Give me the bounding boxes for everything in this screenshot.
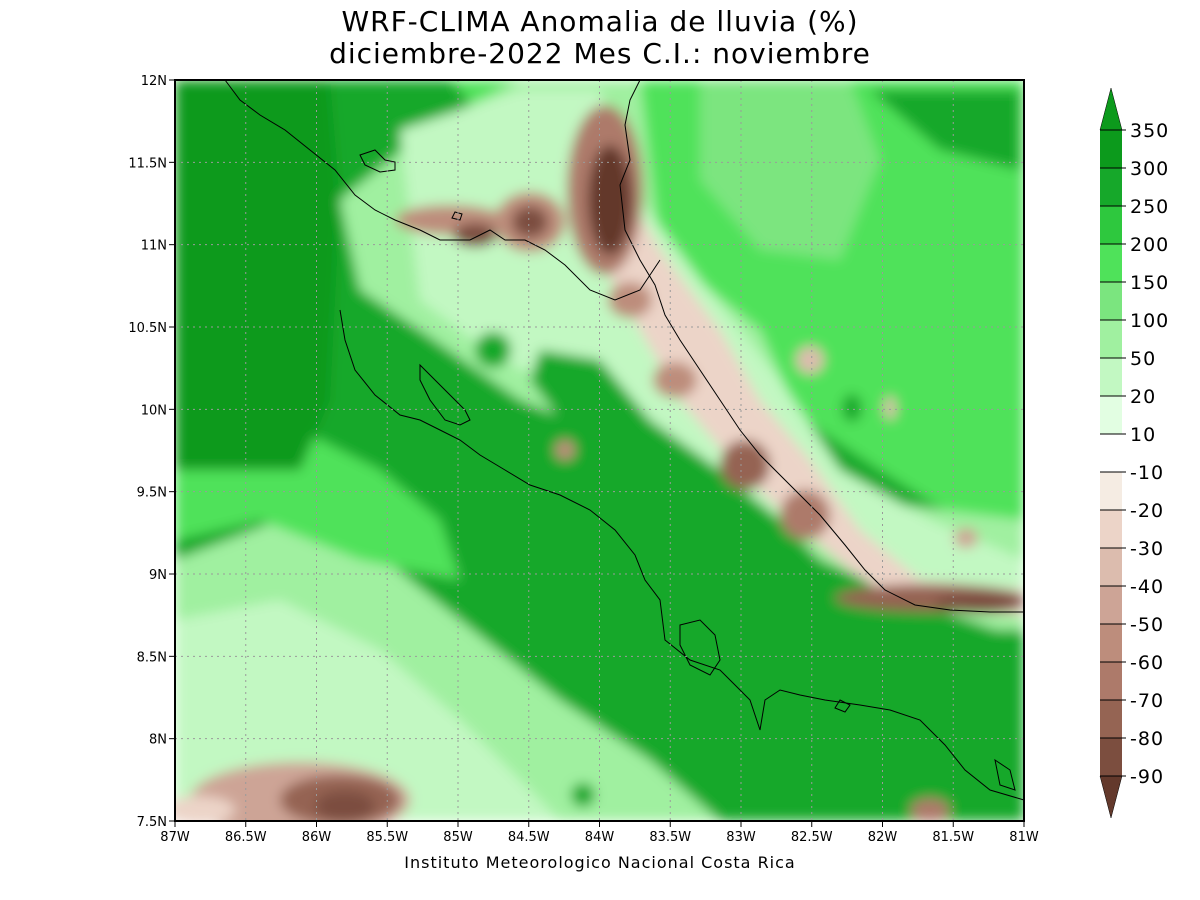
colorbar-legend: 350 300 250 200 150 100 50 20 10 -10 -20 -30 -40 -50 -… [1099,87,1169,819]
lon-tick-label: 86.5W [225,830,267,845]
colorbar-swatch [1100,738,1122,776]
lon-tick-label: 85.5W [366,830,408,845]
latitude-axis: 12N 11.5N 11N 10.5N 10N 9.5N 9N 8.5N 8N 7.5N [128,74,175,830]
colorbar-label: -90 [1130,766,1164,788]
colorbar-label: 150 [1130,272,1169,294]
lat-tick-label: 12N [141,74,167,89]
lon-tick-label: 81W [1009,830,1039,845]
rainfall-anomaly-field [175,80,1024,821]
colorbar-swatch [1100,320,1122,358]
longitude-axis: 87W 86.5W 86W 85.5W 85W 84.5W 84W 83.5W 83W 82.5W… [160,821,1039,845]
lon-tick-label: 83.5W [649,830,691,845]
colorbar-label: 100 [1130,310,1169,332]
colorbar-label: 250 [1130,196,1169,218]
colorbar-swatch [1100,244,1122,282]
colorbar-swatch [1100,130,1122,168]
colorbar-swatch [1100,662,1122,700]
colorbar-label: -80 [1130,728,1164,750]
colorbar-swatch [1100,434,1122,472]
lat-tick-label: 9.5N [137,486,167,501]
lon-tick-label: 82.5W [791,830,833,845]
lat-tick-label: 8N [149,733,167,748]
lat-tick-label: 11.5N [128,156,167,171]
lon-tick-label: 86W [302,830,332,845]
lat-tick-label: 7.5N [137,815,167,830]
colorbar-swatch [1100,548,1122,586]
lon-tick-label: 81.5W [932,830,974,845]
colorbar-label: 10 [1130,424,1156,446]
lon-tick-label: 82W [868,830,898,845]
lon-tick-label: 83W [726,830,756,845]
colorbar-label: 350 [1130,120,1169,142]
lat-tick-label: 11N [141,239,167,254]
colorbar-label: 200 [1130,234,1169,256]
lon-tick-label: 84W [585,830,615,845]
colorbar-top-arrow [1099,87,1123,131]
colorbar-bottom-arrow [1099,775,1123,819]
colorbar-swatch [1100,358,1122,396]
lat-tick-label: 9N [149,568,167,583]
colorbar-swatch [1100,586,1122,624]
colorbar-label: 300 [1130,158,1169,180]
colorbar-label: -10 [1130,462,1164,484]
coastline [224,80,1024,801]
lat-tick-label: 8.5N [137,650,167,665]
colorbar-swatch [1100,168,1122,206]
lon-tick-label: 84.5W [508,830,550,845]
colorbar-swatch [1100,624,1122,662]
colorbar-swatch [1100,472,1122,510]
colorbar-swatch [1100,510,1122,548]
colorbar-label: -60 [1130,652,1164,674]
colorbar-label: -70 [1130,690,1164,712]
colorbar-swatch [1100,206,1122,244]
colorbar-label: 20 [1130,386,1156,408]
lon-tick-label: 87W [160,830,190,845]
colorbar-label: -20 [1130,500,1164,522]
colorbar-label: -30 [1130,538,1164,560]
colorbar-swatch [1100,282,1122,320]
lat-tick-label: 10.5N [128,321,167,336]
credit-text: Instituto Meteorologico Nacional Costa R… [404,853,796,872]
colorbar-swatch [1100,396,1122,434]
map-title-line2: diciembre-2022 Mes C.I.: noviembre [329,37,871,70]
colorbar-label: 50 [1130,348,1156,370]
lon-tick-label: 85W [443,830,473,845]
colorbar-swatch [1100,700,1122,738]
map-title-line1: WRF-CLIMA Anomalia de lluvia (%) [341,5,859,38]
colorbar-label: -40 [1130,576,1164,598]
lat-tick-label: 10N [141,403,167,418]
colorbar-label: -50 [1130,614,1164,636]
